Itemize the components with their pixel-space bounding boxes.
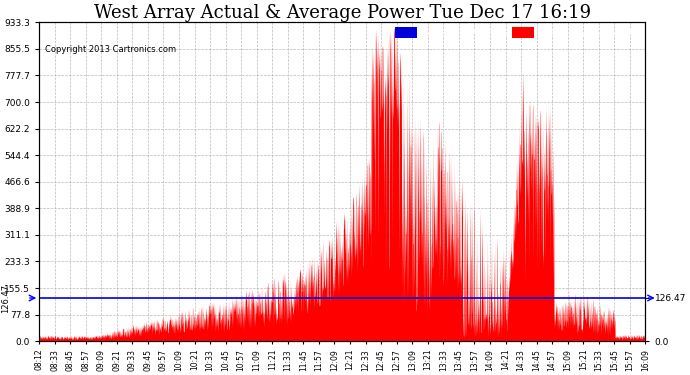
Legend: Average  (DC Watts), West Array  (DC Watts): Average (DC Watts), West Array (DC Watts… [395, 27, 641, 38]
Text: 126.47: 126.47 [1, 284, 10, 312]
Title: West Array Actual & Average Power Tue Dec 17 16:19: West Array Actual & Average Power Tue De… [94, 4, 591, 22]
Text: Copyright 2013 Cartronics.com: Copyright 2013 Cartronics.com [45, 45, 176, 54]
